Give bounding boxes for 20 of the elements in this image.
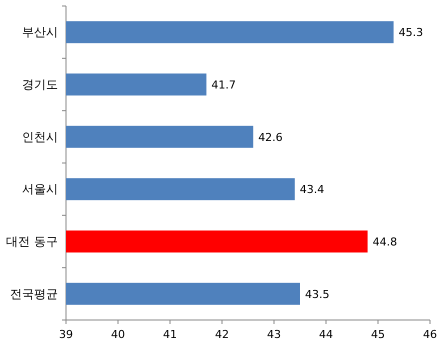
data-label: 42.6 <box>258 130 283 144</box>
data-label: 45.3 <box>398 26 424 40</box>
y-tick-label: 서울시 <box>22 182 58 196</box>
data-label: 43.5 <box>305 288 330 301</box>
y-tick-label: 경기도 <box>22 78 58 92</box>
x-tick-label: 43 <box>267 328 281 341</box>
x-tick-label: 40 <box>111 328 125 341</box>
y-tick-label: 대전 동구 <box>6 234 58 248</box>
x-tick-label: 45 <box>371 328 385 341</box>
y-tick-label: 인천시 <box>22 130 58 144</box>
x-tick-label: 44 <box>319 328 333 341</box>
x-tick-label: 39 <box>59 328 73 341</box>
data-label: 44.8 <box>372 236 398 248</box>
data-label: 43.4 <box>300 183 324 196</box>
x-tick-label: 46 <box>423 328 437 341</box>
y-tick-label: 전국평균 <box>10 286 58 301</box>
y-tick-label: 부산시 <box>22 25 58 40</box>
data-label: 41.7 <box>211 78 236 92</box>
x-tick-label: 41 <box>163 328 177 341</box>
x-tick-label: 42 <box>215 328 229 341</box>
